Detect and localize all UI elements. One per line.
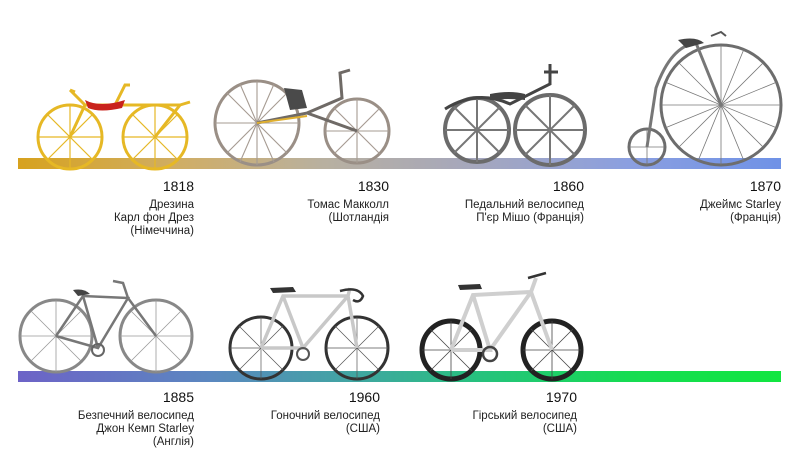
- draisine-bicycle-icon: [36, 83, 191, 171]
- entry-year: 1970: [545, 389, 577, 405]
- timeline-entry-1818: 1818 Дрезина Карл фон Дрез (Німеччина): [4, 178, 194, 238]
- timeline-entry-1860: 1860 Педальний велосипед П'єр Мішо (Фран…: [394, 178, 584, 225]
- entry-year: 1818: [162, 178, 194, 194]
- entry-text: Томас Макколл: [307, 199, 389, 211]
- entry-text: (США): [345, 423, 380, 435]
- timeline-bar-top: [18, 158, 781, 169]
- mountain-bike-icon: [419, 271, 584, 382]
- timeline-entry-1830: 1830 Томас Макколл (Шотландія: [199, 178, 389, 225]
- entry-text: Гоночний велосипед: [270, 410, 380, 422]
- boneshaker-velocipede-icon: [443, 64, 587, 167]
- entry-text: (Шотландія: [328, 212, 389, 224]
- entry-text: Джон Кемп Starley: [96, 423, 194, 435]
- entry-text: (США): [542, 423, 577, 435]
- entry-text: (Англія): [152, 436, 194, 448]
- entry-text: Безпечний велосипед: [77, 410, 194, 422]
- entry-text: (Німеччина): [130, 225, 194, 237]
- entry-text: Педальний велосипед: [464, 199, 584, 211]
- maccall-velocipede-icon: [213, 68, 391, 167]
- timeline-entry-1970: 1970 Гірський велосипед (США): [387, 389, 577, 436]
- entry-year: 1960: [348, 389, 380, 405]
- penny-farthing-icon: [627, 30, 783, 167]
- entry-text: Гірський велосипед: [472, 410, 577, 422]
- entry-text: П'єр Мішо (Франція): [476, 212, 584, 224]
- entry-year: 1870: [749, 178, 781, 194]
- entry-year: 1885: [162, 389, 194, 405]
- entry-text: Карл фон Дрез: [113, 212, 194, 224]
- timeline-bar-bottom: [18, 371, 781, 382]
- entry-text: (Франція): [730, 212, 781, 224]
- entry-text: Джеймс Starley: [700, 199, 781, 211]
- timeline-entry-1885: 1885 Безпечний велосипед Джон Кемп Starl…: [4, 389, 194, 449]
- road-racing-bicycle-icon: [228, 287, 390, 381]
- timeline-entry-1870: 1870 Джеймс Starley (Франція): [591, 178, 781, 225]
- entry-year: 1860: [552, 178, 584, 194]
- entry-year: 1830: [357, 178, 389, 194]
- timeline-entry-1960: 1960 Гоночний велосипед (США): [190, 389, 380, 436]
- entry-text: Дрезина: [149, 199, 194, 211]
- safety-bicycle-icon: [18, 279, 194, 374]
